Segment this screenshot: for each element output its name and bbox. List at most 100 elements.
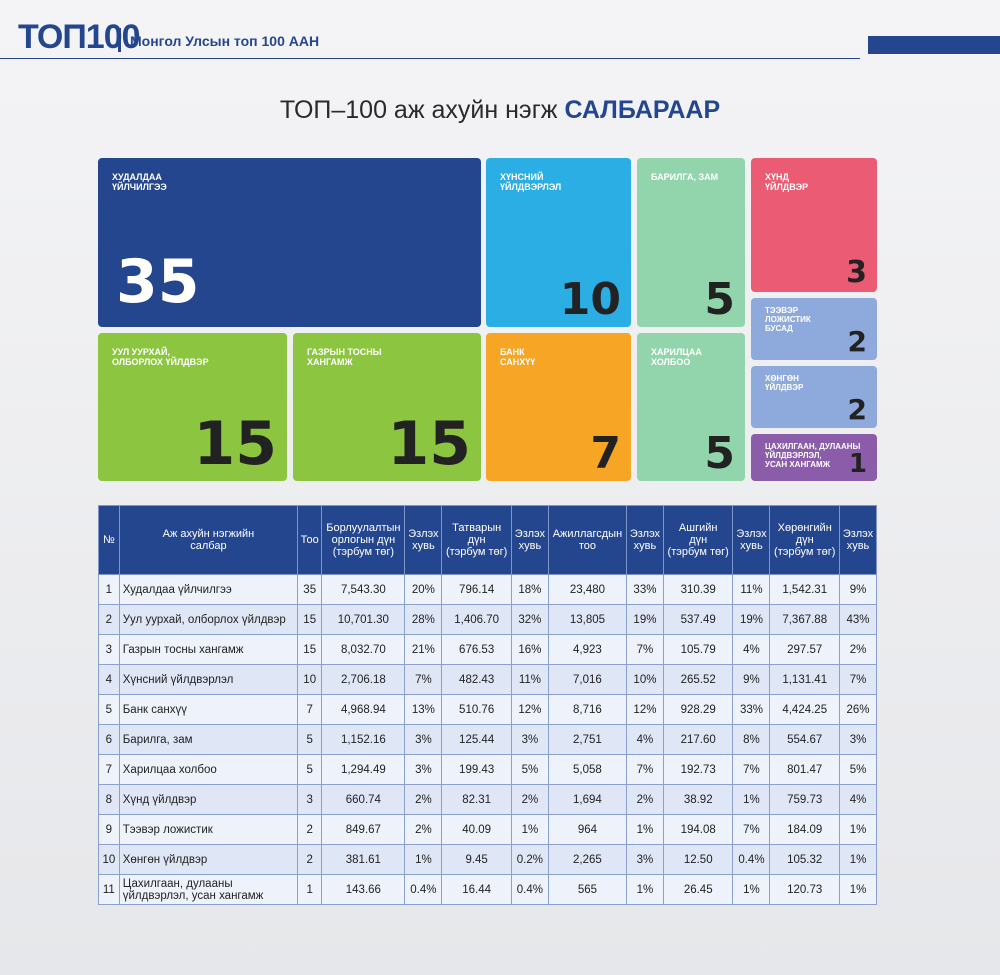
sector-tile: УУЛ УУРХАЙ, ОЛБОРЛОХ ҮЙЛДВЭР 15 <box>98 333 287 481</box>
table-row: 11 Цахилгаан, дулааны үйлдвэрлэл, усан ха… <box>98 874 877 905</box>
accent-bar <box>868 36 1000 54</box>
table-cell: 10% <box>625 664 664 695</box>
table-cell: 4 <box>98 664 120 695</box>
table-cell: Банк санхүү <box>118 694 299 725</box>
table-cell: 120.73 <box>769 874 840 905</box>
table-cell: 82.31 <box>441 784 512 815</box>
table-cell: 3% <box>404 754 443 785</box>
table-cell: 184.09 <box>769 814 840 845</box>
table-cell: 18% <box>510 574 549 605</box>
table-cell: 2% <box>404 814 443 845</box>
table-cell: 13,805 <box>547 604 627 635</box>
table-row: 5 Банк санхүү 7 4,968.94 13% 510.76 12% 8,716 12… <box>98 694 877 725</box>
tile-label: ХҮНСНИЙ ҮЙЛДВЭРЛЭЛ <box>500 172 562 193</box>
table-row: 7 Харилцаа холбоо 5 1,294.49 3% 199.43 5% 5,058… <box>98 754 877 785</box>
table-cell: Газрын тосны хангамж <box>118 634 299 665</box>
tile-count: 5 <box>704 428 735 479</box>
table-cell: 7,543.30 <box>321 574 406 605</box>
table-cell: 8% <box>732 724 771 755</box>
table-cell: 759.73 <box>769 784 840 815</box>
table-cell: 7% <box>625 634 664 665</box>
subtitle: Монгол Улсын топ 100 ААН <box>130 33 320 49</box>
table-row: 6 Барилга, зам 5 1,152.16 3% 125.44 3% 2,751 4% 2… <box>98 724 877 755</box>
table-cell: 5% <box>510 754 549 785</box>
tile-count: 2 <box>847 393 867 426</box>
table-cell: Уул уурхай, олборлох үйлдвэр <box>118 604 299 635</box>
title: ТОП–100 аж ахуйн нэгж САЛБАРААР <box>0 96 1000 125</box>
table-cell: Харилцаа холбоо <box>118 754 299 785</box>
table-cell: 2,265 <box>547 844 627 875</box>
table-cell: 849.67 <box>321 814 406 845</box>
table-cell: 3% <box>404 724 443 755</box>
table-cell: 1 <box>297 874 323 905</box>
table-cell: 7% <box>839 664 877 695</box>
sector-tile: ТЭЭВЭР ЛОЖИСТИК БУСАД 2 <box>751 298 877 360</box>
table-cell: Тээвэр ложистик <box>118 814 299 845</box>
table-cell: 33% <box>732 694 771 725</box>
table-row: 1 Худалдаа үйлчилгээ 35 7,543.30 20% 796.14 18… <box>98 574 877 605</box>
tile-count: 5 <box>704 274 735 325</box>
table-cell: 11% <box>732 574 771 605</box>
sector-tile: ГАЗРЫН ТОСНЫ ХАНГАМЖ 15 <box>293 333 481 481</box>
table-cell: 9% <box>732 664 771 695</box>
table-cell: 2,751 <box>547 724 627 755</box>
table-cell: 8 <box>98 784 120 815</box>
table-cell: 4,968.94 <box>321 694 406 725</box>
tile-count: 7 <box>590 428 621 479</box>
table-cell: 5 <box>98 694 120 725</box>
tile-count: 35 <box>116 247 200 317</box>
table-cell: 265.52 <box>662 664 734 695</box>
table-cell: 2 <box>297 814 323 845</box>
table-cell: 40.09 <box>441 814 512 845</box>
sector-tile: БАРИЛГА, ЗАМ 5 <box>637 158 745 327</box>
table-cell: 1% <box>732 784 771 815</box>
sector-tile: БАНК САНХҮҮ 7 <box>486 333 631 481</box>
table-cell: 10 <box>297 664 323 695</box>
table-cell: 192.73 <box>662 754 734 785</box>
table-cell: 796.14 <box>441 574 512 605</box>
table-cell: Хөнгөн үйлдвэр <box>118 844 299 875</box>
table-cell: 23,480 <box>547 574 627 605</box>
column-header: Тоо <box>297 505 323 575</box>
tile-label: ХӨНГӨН ҮЙЛДВЭР <box>765 374 804 393</box>
table-cell: 10 <box>98 844 120 875</box>
table-cell: 1,294.49 <box>321 754 406 785</box>
table-cell: 1% <box>625 814 664 845</box>
tile-label: БАНК САНХҮҮ <box>500 347 536 368</box>
table-cell: 21% <box>404 634 443 665</box>
table-cell: 16.44 <box>441 874 512 905</box>
sector-tile: ЦАХИЛГААН, ДУЛААНЫ ҮЙЛДВЭРЛЭЛ, УСАН ХАНГ… <box>751 434 877 481</box>
table-cell: 125.44 <box>441 724 512 755</box>
table-cell: 5% <box>839 754 877 785</box>
table-cell: 2% <box>625 784 664 815</box>
table-cell: 381.61 <box>321 844 406 875</box>
title-main: ТОП–100 аж ахуйн нэгж <box>279 96 558 124</box>
table-cell: 3% <box>510 724 549 755</box>
table-cell: 0.4% <box>404 874 443 905</box>
table-cell: Барилга, зам <box>118 724 299 755</box>
table-cell: 9.45 <box>441 844 512 875</box>
column-header: Эзлэх хувь <box>625 505 664 575</box>
table-cell: 1,694 <box>547 784 627 815</box>
table-cell: 4,923 <box>547 634 627 665</box>
divider <box>118 28 121 52</box>
table-cell: 676.53 <box>441 634 512 665</box>
table-row: 9 Тээвэр ложистик 2 849.67 2% 40.09 1% 964 1% 194… <box>98 814 877 845</box>
table-cell: 1% <box>732 874 771 905</box>
table-cell: 7,016 <box>547 664 627 695</box>
table-cell: 194.08 <box>662 814 734 845</box>
table-cell: 1,152.16 <box>321 724 406 755</box>
table-row: 3 Газрын тосны хангамж 15 8,032.70 21% 676.53… <box>98 634 877 665</box>
table-cell: 1% <box>510 814 549 845</box>
table-cell: 12.50 <box>662 844 734 875</box>
table-cell: 0.2% <box>510 844 549 875</box>
column-header: Эзлэх хувь <box>732 505 771 575</box>
table-cell: 4% <box>732 634 771 665</box>
tile-count: 2 <box>847 325 867 358</box>
table-cell: 16% <box>510 634 549 665</box>
table-cell: 9 <box>98 814 120 845</box>
tile-label: ХҮНД ҮЙЛДВЭР <box>765 172 809 193</box>
column-header: Эзлэх хувь <box>839 505 877 575</box>
table-cell: 1,542.31 <box>769 574 840 605</box>
